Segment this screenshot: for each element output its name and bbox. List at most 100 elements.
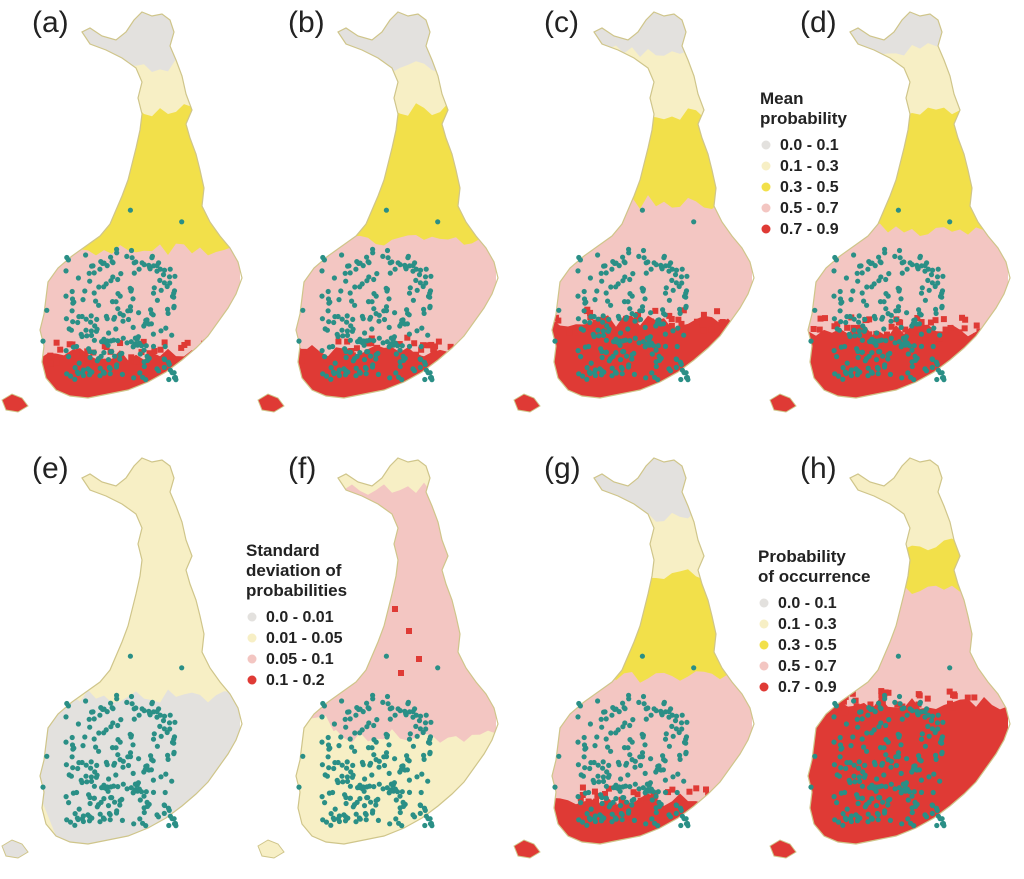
sample-point — [412, 260, 418, 266]
grid-cell — [695, 805, 702, 812]
grid-cell — [922, 337, 929, 344]
sample-point — [836, 327, 842, 333]
sample-point — [592, 813, 598, 819]
sample-point — [166, 807, 172, 813]
sample-point — [384, 288, 390, 294]
grid-cell — [454, 356, 461, 363]
grid-cell — [679, 326, 686, 333]
sample-point — [422, 361, 428, 367]
sample-point — [608, 730, 614, 736]
sample-point — [373, 311, 379, 317]
sample-point — [619, 371, 625, 377]
sample-point — [404, 307, 410, 313]
grid-cell — [932, 317, 939, 324]
sample-point — [895, 308, 902, 314]
sample-point — [621, 259, 627, 265]
sample-point — [425, 370, 431, 376]
sample-point — [179, 665, 185, 671]
sample-point — [165, 756, 171, 762]
sample-point — [339, 762, 345, 768]
sample-point — [94, 358, 100, 364]
sample-point — [104, 709, 110, 715]
grid-cell — [922, 331, 929, 338]
sample-point — [691, 219, 697, 225]
sample-point — [655, 789, 661, 795]
sample-point — [673, 267, 680, 273]
grid-cell — [643, 794, 650, 801]
sample-point — [653, 793, 659, 799]
sample-point — [115, 784, 121, 790]
grid-cell — [47, 352, 54, 359]
sample-point — [636, 786, 642, 792]
grid-cell — [580, 801, 587, 808]
sample-point — [598, 372, 605, 378]
sample-point — [149, 255, 155, 261]
sample-point — [575, 714, 581, 720]
grid-cell — [98, 359, 105, 366]
sample-point — [629, 311, 635, 317]
sample-point — [609, 819, 615, 825]
sample-point — [885, 293, 891, 299]
sample-point — [873, 342, 879, 348]
sample-point — [352, 284, 358, 290]
sample-point — [406, 331, 412, 337]
sample-point — [899, 716, 905, 722]
country-border — [551, 11, 755, 399]
sample-point — [410, 268, 416, 274]
sample-point — [579, 373, 586, 379]
aland-islands — [769, 393, 797, 413]
country-border — [39, 11, 243, 399]
sample-point — [376, 764, 382, 770]
sample-point — [72, 822, 78, 828]
sample-point — [144, 357, 151, 363]
sample-point — [842, 369, 848, 375]
sample-point — [423, 712, 429, 718]
sample-point — [831, 268, 837, 274]
sample-point — [613, 730, 619, 736]
sample-point — [881, 326, 887, 332]
sample-point — [373, 802, 379, 808]
sample-point — [406, 312, 412, 318]
sample-point — [336, 297, 342, 303]
sample-point — [930, 789, 936, 796]
grid-cell — [593, 798, 600, 805]
zone-band — [40, 59, 240, 118]
sample-point — [364, 724, 370, 730]
sample-point — [120, 318, 126, 324]
sample-point — [576, 371, 582, 377]
sample-point — [640, 247, 647, 254]
sample-point — [414, 733, 420, 739]
sample-point — [610, 259, 616, 265]
sample-point — [364, 349, 370, 355]
sample-point — [407, 263, 413, 269]
sample-point — [617, 803, 624, 809]
sample-point — [642, 296, 648, 302]
sample-point — [676, 283, 682, 290]
sample-point — [648, 786, 654, 792]
sample-point — [940, 719, 946, 725]
sample-point — [331, 275, 337, 281]
sample-point — [103, 759, 109, 765]
sample-point — [179, 219, 185, 225]
sample-point — [84, 779, 90, 785]
sample-point — [375, 817, 381, 823]
sample-point — [846, 777, 852, 783]
map-panel-g: (g) — [513, 452, 755, 859]
sample-point — [615, 759, 621, 765]
sample-point — [421, 752, 427, 758]
grid-cell — [425, 356, 432, 363]
sample-point — [916, 753, 922, 759]
sample-point — [595, 773, 601, 779]
sample-point — [428, 719, 434, 725]
sample-point — [68, 327, 74, 333]
sample-point — [166, 720, 173, 726]
sample-point — [320, 371, 326, 377]
sample-point — [343, 368, 349, 374]
sample-point — [136, 756, 142, 762]
sample-sites — [40, 207, 185, 383]
sample-point — [76, 806, 82, 812]
grid-cell — [715, 796, 722, 803]
sample-point — [117, 311, 123, 317]
sample-point — [844, 360, 850, 366]
sample-point — [357, 284, 363, 290]
